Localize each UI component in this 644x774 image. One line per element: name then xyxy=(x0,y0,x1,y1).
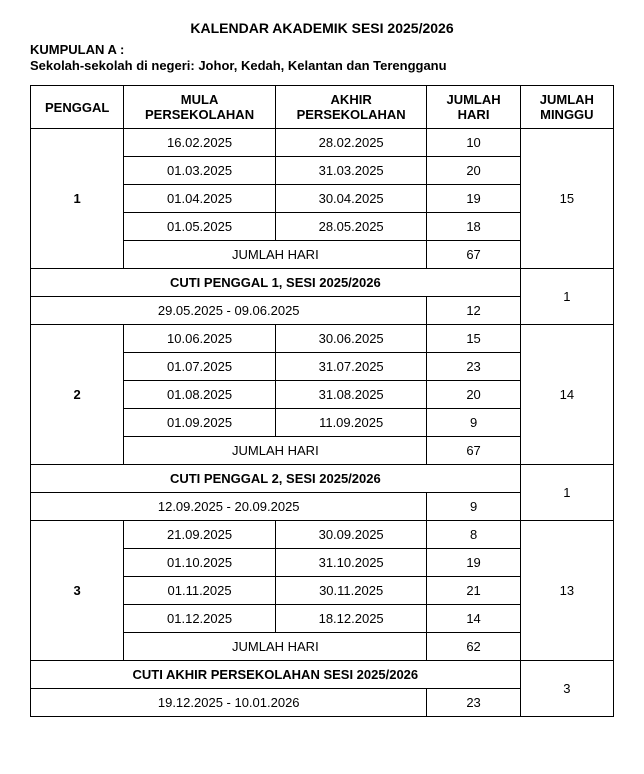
akhir-cell: 11.09.2025 xyxy=(275,409,427,437)
mula-cell: 01.09.2025 xyxy=(124,409,276,437)
cuti-header-row: CUTI AKHIR PERSEKOLAHAN SESI 2025/20263 xyxy=(31,661,614,689)
table-row: 210.06.202530.06.20251514 xyxy=(31,325,614,353)
cuti-header: CUTI AKHIR PERSEKOLAHAN SESI 2025/2026 xyxy=(31,661,521,689)
mula-cell: 01.11.2025 xyxy=(124,577,276,605)
mula-cell: 10.06.2025 xyxy=(124,325,276,353)
group-label: KUMPULAN A : xyxy=(30,42,614,57)
penggal-label: 1 xyxy=(31,129,124,269)
hari-cell: 21 xyxy=(427,577,520,605)
akhir-cell: 28.05.2025 xyxy=(275,213,427,241)
mula-cell: 01.04.2025 xyxy=(124,185,276,213)
hari-cell: 19 xyxy=(427,549,520,577)
cuti-hari: 9 xyxy=(427,493,520,521)
hari-cell: 20 xyxy=(427,381,520,409)
minggu-cell: 13 xyxy=(520,521,613,661)
akhir-cell: 30.06.2025 xyxy=(275,325,427,353)
akhir-cell: 30.09.2025 xyxy=(275,521,427,549)
akhir-cell: 31.03.2025 xyxy=(275,157,427,185)
akhir-cell: 31.10.2025 xyxy=(275,549,427,577)
col-hari: JUMLAH HARI xyxy=(427,86,520,129)
subtitle: Sekolah-sekolah di negeri: Johor, Kedah,… xyxy=(30,58,614,73)
hari-cell: 19 xyxy=(427,185,520,213)
mula-cell: 16.02.2025 xyxy=(124,129,276,157)
jumlah-hari-label: JUMLAH HARI xyxy=(124,241,427,269)
mula-cell: 01.08.2025 xyxy=(124,381,276,409)
cuti-range: 29.05.2025 - 09.06.2025 xyxy=(31,297,427,325)
akhir-cell: 30.04.2025 xyxy=(275,185,427,213)
mula-cell: 01.10.2025 xyxy=(124,549,276,577)
minggu-cell: 14 xyxy=(520,325,613,465)
mula-cell: 01.03.2025 xyxy=(124,157,276,185)
cuti-minggu: 1 xyxy=(520,465,613,521)
penggal-label: 3 xyxy=(31,521,124,661)
jumlah-hari-value: 67 xyxy=(427,241,520,269)
akhir-cell: 30.11.2025 xyxy=(275,577,427,605)
page-title: KALENDAR AKADEMIK SESI 2025/2026 xyxy=(30,20,614,36)
akhir-cell: 31.08.2025 xyxy=(275,381,427,409)
jumlah-hari-label: JUMLAH HARI xyxy=(124,437,427,465)
jumlah-hari-value: 67 xyxy=(427,437,520,465)
table-row: 321.09.202530.09.2025813 xyxy=(31,521,614,549)
hari-cell: 18 xyxy=(427,213,520,241)
calendar-table: PENGGAL MULA PERSEKOLAHAN AKHIR PERSEKOL… xyxy=(30,85,614,717)
col-penggal: PENGGAL xyxy=(31,86,124,129)
hari-cell: 14 xyxy=(427,605,520,633)
col-mula: MULA PERSEKOLAHAN xyxy=(124,86,276,129)
mula-cell: 21.09.2025 xyxy=(124,521,276,549)
cuti-header: CUTI PENGGAL 1, SESI 2025/2026 xyxy=(31,269,521,297)
cuti-range: 12.09.2025 - 20.09.2025 xyxy=(31,493,427,521)
hari-cell: 23 xyxy=(427,353,520,381)
table-header-row: PENGGAL MULA PERSEKOLAHAN AKHIR PERSEKOL… xyxy=(31,86,614,129)
cuti-header-row: CUTI PENGGAL 2, SESI 2025/20261 xyxy=(31,465,614,493)
hari-cell: 9 xyxy=(427,409,520,437)
akhir-cell: 31.07.2025 xyxy=(275,353,427,381)
akhir-cell: 28.02.2025 xyxy=(275,129,427,157)
cuti-hari: 23 xyxy=(427,689,520,717)
table-row: 116.02.202528.02.20251015 xyxy=(31,129,614,157)
mula-cell: 01.05.2025 xyxy=(124,213,276,241)
mula-cell: 01.07.2025 xyxy=(124,353,276,381)
cuti-header: CUTI PENGGAL 2, SESI 2025/2026 xyxy=(31,465,521,493)
col-akhir: AKHIR PERSEKOLAHAN xyxy=(275,86,427,129)
cuti-header-row: CUTI PENGGAL 1, SESI 2025/20261 xyxy=(31,269,614,297)
cuti-range: 19.12.2025 - 10.01.2026 xyxy=(31,689,427,717)
cuti-hari: 12 xyxy=(427,297,520,325)
hari-cell: 20 xyxy=(427,157,520,185)
akhir-cell: 18.12.2025 xyxy=(275,605,427,633)
minggu-cell: 15 xyxy=(520,129,613,269)
hari-cell: 15 xyxy=(427,325,520,353)
penggal-label: 2 xyxy=(31,325,124,465)
hari-cell: 8 xyxy=(427,521,520,549)
cuti-minggu: 3 xyxy=(520,661,613,717)
cuti-minggu: 1 xyxy=(520,269,613,325)
jumlah-hari-value: 62 xyxy=(427,633,520,661)
jumlah-hari-label: JUMLAH HARI xyxy=(124,633,427,661)
col-minggu: JUMLAH MINGGU xyxy=(520,86,613,129)
mula-cell: 01.12.2025 xyxy=(124,605,276,633)
hari-cell: 10 xyxy=(427,129,520,157)
